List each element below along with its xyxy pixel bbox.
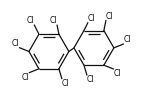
Text: Cl: Cl xyxy=(50,16,57,25)
Text: Cl: Cl xyxy=(113,69,121,78)
Text: Cl: Cl xyxy=(27,16,34,25)
Text: Cl: Cl xyxy=(62,78,69,88)
Text: Cl: Cl xyxy=(12,39,19,48)
Text: Cl: Cl xyxy=(87,75,94,84)
Text: Cl: Cl xyxy=(106,12,113,21)
Text: Cl: Cl xyxy=(88,14,95,23)
Text: Cl: Cl xyxy=(22,73,29,82)
Text: Cl: Cl xyxy=(123,35,131,44)
